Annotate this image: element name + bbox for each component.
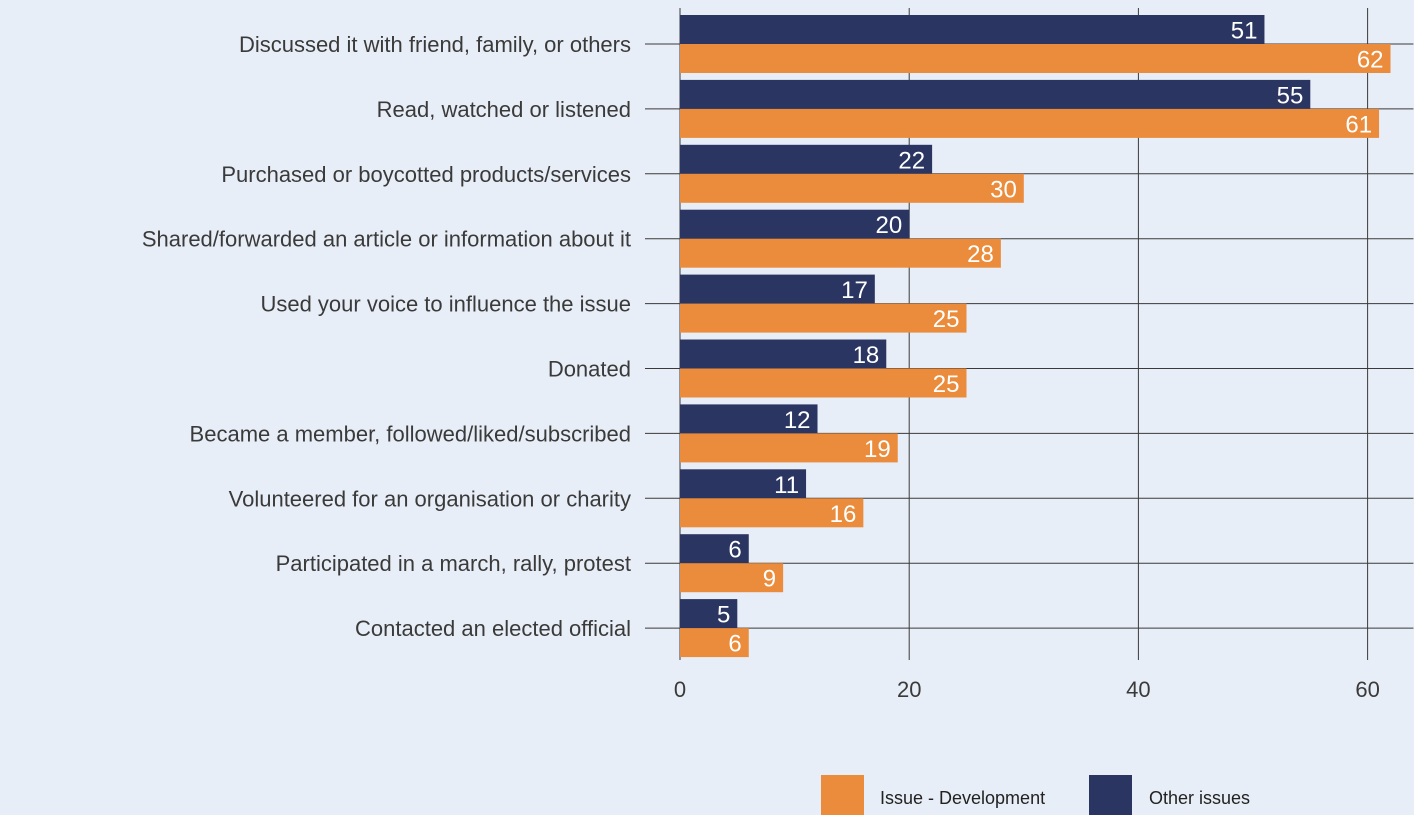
bar bbox=[680, 144, 933, 174]
bar-value-label: 28 bbox=[967, 241, 994, 268]
bar bbox=[680, 44, 1391, 73]
bar-value-label: 20 bbox=[875, 212, 902, 239]
bar bbox=[680, 498, 864, 528]
bar-value-label: 18 bbox=[853, 342, 880, 369]
bar-value-label: 55 bbox=[1277, 82, 1304, 109]
bar bbox=[680, 303, 967, 333]
bar-value-label: 62 bbox=[1357, 47, 1384, 74]
bar bbox=[680, 563, 784, 593]
legend-label: Issue - Development bbox=[880, 788, 1045, 808]
category-label: Participated in a march, rally, protest bbox=[276, 551, 631, 576]
category-label: Shared/forwarded an article or informati… bbox=[142, 227, 631, 252]
bar-value-label: 22 bbox=[898, 147, 925, 174]
bar bbox=[680, 15, 1265, 44]
bar bbox=[680, 534, 749, 564]
category-label: Read, watched or listened bbox=[377, 97, 631, 122]
x-tick-label: 20 bbox=[897, 677, 921, 702]
x-tick-label: 0 bbox=[674, 677, 686, 702]
legend-swatch bbox=[821, 775, 864, 815]
x-tick-label: 60 bbox=[1355, 677, 1379, 702]
bar-value-label: 17 bbox=[841, 277, 868, 304]
bar-value-label: 5 bbox=[717, 602, 730, 629]
bar bbox=[680, 404, 818, 434]
bar bbox=[680, 173, 1024, 203]
legend-swatch bbox=[1089, 775, 1132, 815]
bar bbox=[680, 628, 749, 658]
bar-value-label: 19 bbox=[864, 436, 891, 463]
bar bbox=[680, 274, 875, 304]
label-layer: Discussed it with friend, family, or oth… bbox=[142, 18, 1384, 658]
bar-value-label: 61 bbox=[1345, 111, 1372, 138]
bar-value-label: 9 bbox=[763, 566, 776, 593]
bar bbox=[680, 433, 898, 463]
axis-layer: 0 20 40 60 bbox=[674, 677, 1380, 702]
bar-value-label: 6 bbox=[728, 537, 741, 564]
legend: Issue - Development Other issues bbox=[821, 775, 1250, 815]
bar-value-label: 12 bbox=[784, 407, 811, 434]
category-label: Discussed it with friend, family, or oth… bbox=[239, 32, 631, 57]
category-label: Donated bbox=[548, 357, 631, 382]
bar-value-label: 51 bbox=[1231, 18, 1258, 45]
category-label: Used your voice to influence the issue bbox=[260, 292, 631, 317]
category-label: Became a member, followed/liked/subscrib… bbox=[190, 421, 631, 446]
bar-value-label: 30 bbox=[990, 176, 1017, 203]
bar-value-label: 16 bbox=[830, 501, 857, 528]
bar bbox=[680, 368, 967, 398]
legend-label: Other issues bbox=[1149, 788, 1250, 808]
bar-value-label: 6 bbox=[728, 631, 741, 658]
bar-value-label: 11 bbox=[774, 472, 799, 499]
bar bbox=[680, 209, 910, 239]
bar-layer bbox=[680, 15, 1391, 658]
bar bbox=[680, 339, 887, 369]
bar bbox=[680, 599, 738, 629]
category-label: Purchased or boycotted products/services bbox=[221, 162, 631, 187]
category-label: Volunteered for an organisation or chari… bbox=[229, 486, 631, 511]
bar bbox=[680, 79, 1311, 109]
bar bbox=[680, 108, 1380, 138]
bar-value-label: 25 bbox=[933, 306, 960, 333]
x-tick-label: 40 bbox=[1126, 677, 1150, 702]
bar-value-label: 25 bbox=[933, 371, 960, 398]
bar bbox=[680, 238, 1001, 268]
bar bbox=[680, 469, 807, 499]
category-label: Contacted an elected official bbox=[355, 616, 631, 641]
